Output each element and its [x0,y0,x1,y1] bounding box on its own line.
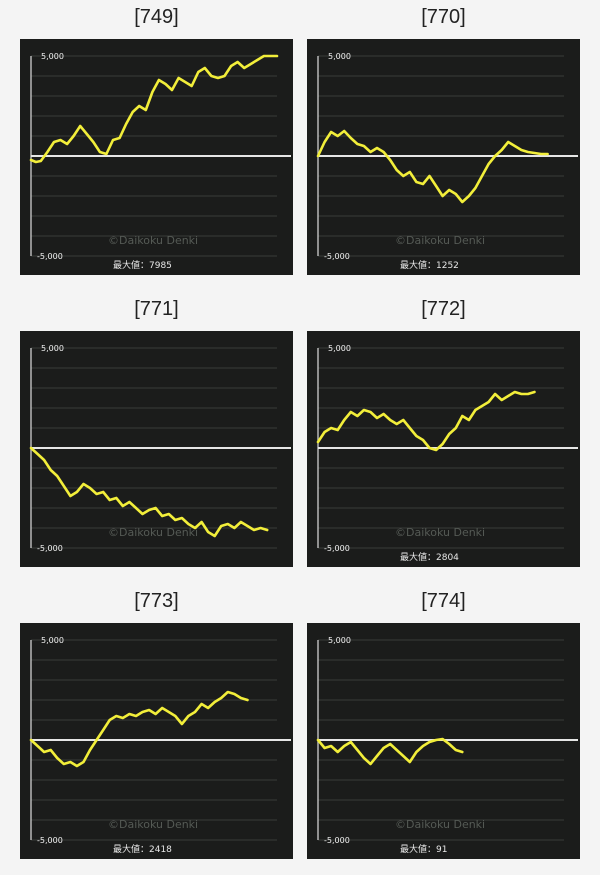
chart-panel: 5,000 -5,000 ©Daikoku Denki 最大値：1252 [307,39,580,275]
watermark: ©Daikoku Denki [395,526,485,539]
max-value-label: 最大値：2804 [400,551,459,563]
chart-label: [749] [134,6,179,28]
y-tick-label: 5,000 [328,636,351,645]
watermark: ©Daikoku Denki [108,234,198,247]
watermark: ©Daikoku Denki [395,818,485,831]
chart-svg: 5,000 -5,000 ©Daikoku Denki 最大値：2804 [316,344,578,563]
y-tick-label: 5,000 [41,344,64,353]
watermark: ©Daikoku Denki [108,526,198,539]
chart-svg: 5,000 -5,000 ©Daikoku Denki 最大値：91 [316,636,578,855]
chart-svg: 5,000 -5,000 ©Daikoku Denki 最大値：7985 [29,52,291,271]
series-line [316,737,464,766]
chart-label: [772] [421,298,466,320]
y-tick-label: 5,000 [328,52,351,61]
y-tick-label: -5,000 [324,544,350,553]
chart-label: [774] [421,590,466,612]
max-value-label: 最大値：2418 [113,843,172,855]
series-line [29,690,249,768]
chart-label: [770] [421,6,466,28]
chart-label: [771] [134,298,179,320]
series-line [29,54,279,164]
chart-label: [773] [134,590,179,612]
series-line [316,390,536,452]
chart-svg: 5,000 -5,000 ©Daikoku Denki [29,344,291,553]
max-value-label: 最大値：1252 [400,259,459,271]
chart-svg: 5,000 -5,000 ©Daikoku Denki 最大値：2418 [29,636,291,855]
series-line [316,129,549,204]
chart-panel: 5,000 -5,000 ©Daikoku Denki 最大値：7985 [20,39,293,275]
y-tick-label: -5,000 [324,252,350,261]
y-tick-label: 5,000 [328,344,351,353]
y-tick-label: -5,000 [37,544,63,553]
chart-panel: 5,000 -5,000 ©Daikoku Denki 最大値：2418 [20,623,293,859]
max-value-label: 最大値：91 [400,843,447,855]
y-tick-label: 5,000 [41,636,64,645]
y-tick-label: -5,000 [324,836,350,845]
y-tick-label: 5,000 [41,52,64,61]
chart-panel: 5,000 -5,000 ©Daikoku Denki 最大値：91 [307,623,580,859]
max-value-label: 最大値：7985 [113,259,172,271]
chart-svg: 5,000 -5,000 ©Daikoku Denki 最大値：1252 [316,52,578,271]
series-line [29,446,269,538]
y-tick-label: -5,000 [37,252,63,261]
watermark: ©Daikoku Denki [395,234,485,247]
chart-panel: 5,000 -5,000 ©Daikoku Denki [20,331,293,567]
y-tick-label: -5,000 [37,836,63,845]
watermark: ©Daikoku Denki [108,818,198,831]
chart-panel: 5,000 -5,000 ©Daikoku Denki 最大値：2804 [307,331,580,567]
